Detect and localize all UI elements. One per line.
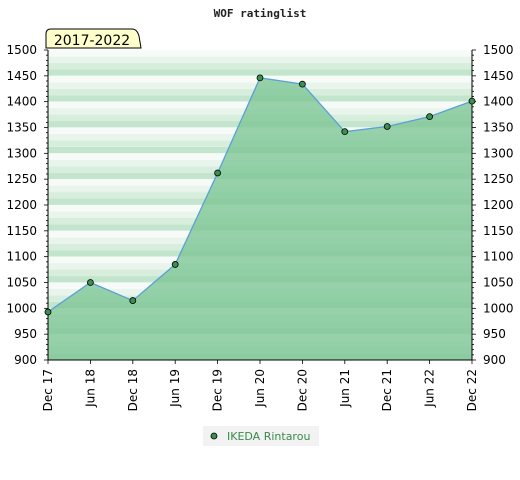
y-axis-left-labels: 900 950 1000 1050 1100 1150 1200 1250 1300 1350 14… — [6, 43, 37, 367]
y-tick-label-right: 900 — [483, 353, 506, 367]
y-tick-label-left: 1050 — [6, 276, 37, 290]
legend-marker-icon — [210, 432, 218, 440]
y-tick-label-left: 1200 — [6, 198, 37, 212]
data-point — [256, 74, 264, 82]
data-point — [214, 169, 222, 177]
y-tick-label-right: 1450 — [483, 69, 514, 83]
data-point — [383, 123, 391, 130]
y-tick-label-left: 1500 — [6, 43, 37, 57]
x-tick-label: Dec 18 — [126, 369, 140, 411]
x-tick-label: Dec 20 — [295, 369, 309, 411]
y-tick-label-left: 1400 — [6, 95, 37, 109]
y-tick-label-right: 1150 — [483, 224, 514, 238]
data-point — [129, 297, 137, 304]
background-band — [48, 62, 472, 70]
y-tick-label-right: 1050 — [483, 276, 514, 290]
y-tick-label-left: 950 — [14, 327, 37, 341]
x-tick-label: Dec 21 — [380, 369, 394, 411]
x-axis-labels: Dec 17 Jun 18 Dec 18 Jun 19 Dec 19 Jun 20 Dec … — [41, 369, 479, 411]
y-tick-label-right: 1200 — [483, 198, 514, 212]
data-point — [44, 308, 52, 316]
y-tick-label-right: 1000 — [483, 301, 514, 315]
series-markers — [44, 74, 476, 316]
legend: IKEDA Rintarou — [203, 426, 319, 446]
y-tick-label-right: 1250 — [483, 172, 514, 186]
data-point — [426, 113, 434, 121]
x-tick-label: Dec 19 — [211, 369, 225, 411]
y-tick-label-left: 1150 — [6, 224, 37, 238]
y-tick-label-right: 1500 — [483, 43, 514, 57]
x-tick-label: Jun 20 — [253, 369, 267, 408]
period-badge-text: 2017-2022 — [54, 33, 130, 49]
legend-series-name: IKEDA Rintarou — [227, 430, 310, 443]
x-tick-label: Jun 22 — [423, 369, 437, 408]
y-tick-label-right: 950 — [483, 327, 506, 341]
background-band — [48, 50, 472, 57]
y-tick-label-left: 1300 — [6, 146, 37, 160]
series-fill — [48, 77, 472, 361]
x-tick-label: Dec 22 — [465, 369, 479, 411]
x-tick-label: Jun 21 — [338, 369, 352, 408]
y-tick-label-left: 1350 — [6, 121, 37, 135]
background-band — [48, 56, 472, 63]
chart-title: WOF ratinglist — [214, 7, 307, 20]
y-tick-label-left: 1450 — [6, 69, 37, 83]
y-tick-label-left: 1250 — [6, 172, 37, 186]
x-tick-label: Jun 19 — [168, 369, 182, 408]
data-point — [341, 128, 349, 136]
y-tick-label-right: 1350 — [483, 121, 514, 135]
data-point — [87, 279, 94, 286]
y-tick-label-left: 1000 — [6, 301, 37, 315]
y-tick-label-right: 1400 — [483, 95, 514, 109]
y-tick-label-right: 1100 — [483, 250, 514, 264]
data-point — [298, 80, 306, 88]
y-tick-label-right: 1300 — [483, 146, 514, 160]
data-point — [468, 97, 476, 105]
data-point — [171, 261, 179, 268]
period-badge: 2017-2022 — [45, 28, 142, 49]
x-tick-label: Dec 17 — [41, 369, 55, 411]
y-axis-right-labels: 900 950 1000 1050 1100 1150 1200 1250 1300 1350 14… — [483, 43, 514, 367]
y-tick-label-left: 1100 — [6, 250, 37, 264]
background-band — [48, 69, 472, 76]
y-tick-label-left: 900 — [14, 353, 37, 367]
x-tick-label: Jun 18 — [83, 369, 97, 408]
